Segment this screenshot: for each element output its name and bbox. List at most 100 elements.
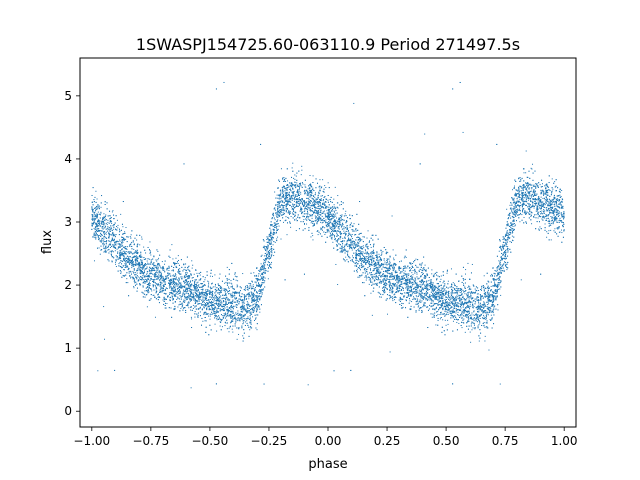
data-point [504, 234, 506, 236]
data-point [487, 290, 489, 292]
data-point [530, 190, 532, 192]
data-point [527, 202, 529, 204]
data-point [480, 304, 482, 306]
data-point [314, 215, 316, 217]
data-point [403, 265, 405, 267]
data-point [516, 202, 518, 204]
data-point [132, 252, 134, 254]
data-point [172, 288, 174, 290]
data-point [242, 273, 244, 275]
data-point [119, 240, 121, 242]
data-point [286, 199, 288, 201]
data-point [339, 204, 341, 206]
data-point [191, 291, 193, 293]
data-point [156, 272, 158, 274]
data-point [230, 317, 232, 319]
data-point [295, 199, 297, 201]
data-point [485, 296, 487, 298]
data-point [539, 184, 541, 186]
data-point [522, 201, 524, 203]
data-point [493, 272, 495, 274]
data-point [98, 237, 100, 239]
data-point [146, 306, 148, 308]
data-point [426, 293, 428, 295]
data-point [251, 313, 253, 315]
data-point [386, 274, 388, 276]
data-point [507, 234, 509, 236]
data-point [472, 322, 474, 324]
data-point [267, 247, 269, 249]
data-point [439, 307, 441, 309]
data-point [514, 185, 515, 187]
data-point [317, 202, 319, 204]
data-point [173, 285, 175, 287]
data-point [112, 210, 114, 212]
data-point [219, 325, 221, 327]
data-point [347, 231, 349, 233]
data-point [335, 220, 337, 222]
data-point [112, 231, 114, 233]
data-point [97, 206, 99, 208]
data-point [463, 303, 465, 305]
data-point [174, 282, 176, 284]
data-point [532, 163, 534, 165]
data-point [292, 162, 294, 164]
data-point [335, 215, 337, 217]
data-point [549, 209, 551, 211]
data-point [486, 315, 488, 317]
data-point [218, 293, 220, 295]
data-point [162, 290, 164, 292]
data-point [279, 190, 281, 192]
data-point [154, 270, 156, 272]
data-point [443, 330, 445, 332]
data-point [211, 275, 213, 277]
data-point [261, 295, 263, 297]
data-point [407, 273, 409, 275]
data-point [381, 254, 383, 256]
data-point [469, 301, 471, 303]
data-point [368, 283, 370, 285]
data-point [110, 220, 112, 222]
data-point [469, 331, 471, 333]
data-point [289, 198, 291, 200]
data-point [336, 244, 338, 246]
data-point [207, 286, 209, 288]
data-point [330, 213, 332, 215]
data-point [286, 197, 288, 199]
data-point [360, 246, 362, 248]
data-point [355, 228, 357, 230]
data-point [245, 298, 247, 300]
data-point [274, 191, 276, 193]
data-point [359, 250, 361, 251]
data-point [440, 294, 442, 296]
data-point [502, 264, 504, 266]
data-point [142, 265, 144, 267]
data-point [440, 287, 442, 289]
data-point [487, 312, 489, 314]
data-point [393, 282, 395, 284]
data-point [209, 275, 211, 277]
data-point [114, 244, 116, 246]
data-point [476, 293, 478, 295]
data-point [196, 272, 198, 274]
data-point [484, 317, 486, 319]
data-point [300, 200, 302, 202]
data-point [545, 197, 547, 199]
data-point [481, 306, 483, 308]
data-point [334, 226, 336, 228]
data-point [171, 270, 173, 272]
data-point [439, 297, 441, 299]
data-point [368, 254, 370, 256]
data-point [252, 284, 254, 286]
data-point [103, 242, 105, 244]
data-point [208, 299, 210, 301]
data-point [252, 286, 254, 288]
data-point [386, 275, 388, 277]
data-point [301, 169, 303, 171]
data-point [361, 239, 363, 241]
data-point [429, 282, 431, 284]
data-point [225, 288, 227, 290]
data-point [385, 271, 387, 273]
data-point [135, 252, 137, 254]
data-point [122, 240, 124, 242]
